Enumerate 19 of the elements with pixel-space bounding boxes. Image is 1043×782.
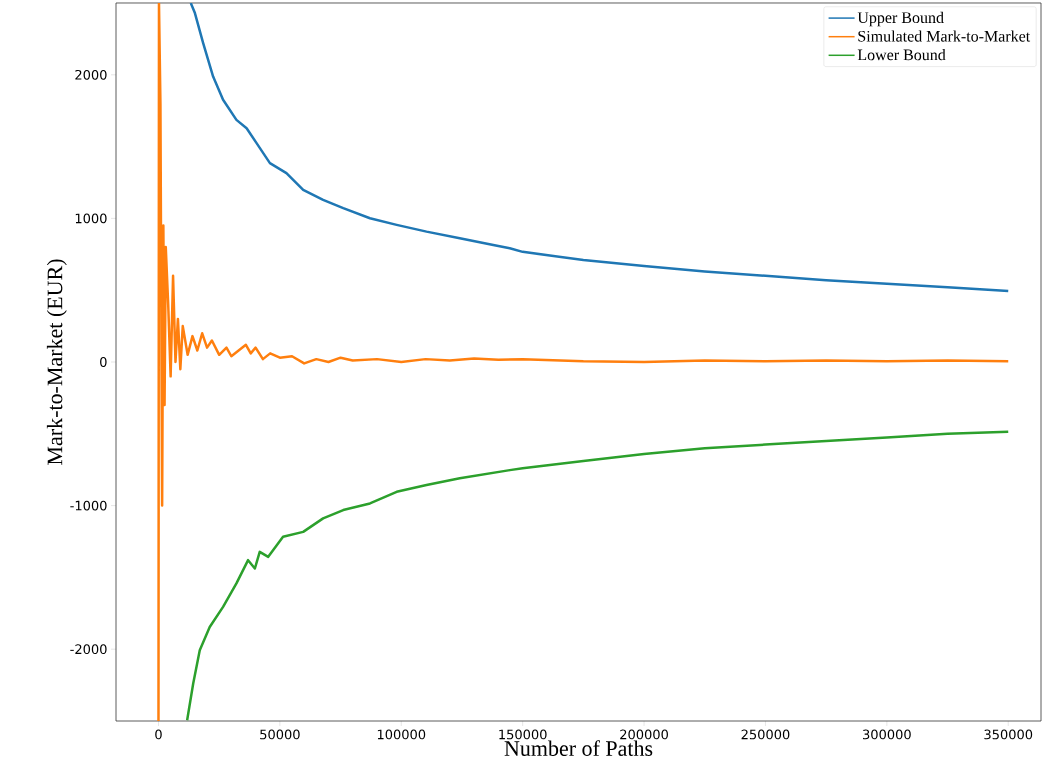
y-tick-label: 1000 <box>75 213 107 224</box>
y-tick-label: 2000 <box>75 69 107 80</box>
legend-label: Lower Bound <box>857 48 946 61</box>
x-tick-label: 250000 <box>741 729 790 740</box>
x-tick-label: 200000 <box>620 729 668 740</box>
line-series <box>185 430 1010 721</box>
y-axis-title: Mark-to-Market (EUR) <box>46 259 67 465</box>
x-tick-label: 300000 <box>863 729 911 740</box>
x-tick-label: 100000 <box>377 729 426 740</box>
x-tick-label: 150000 <box>499 729 547 740</box>
y-tick-label: -2000 <box>70 644 107 655</box>
y-tick-label: 0 <box>100 357 107 367</box>
x-axis-title: Number of Paths <box>504 740 653 756</box>
y-tick-label: -1000 <box>70 500 107 511</box>
x-tick-label: 350000 <box>984 729 1033 740</box>
legend-label: Simulated Mark-to-Market <box>858 30 1031 42</box>
x-tick-label: 50000 <box>260 729 300 740</box>
x-tick-label: 0 <box>155 729 162 740</box>
legend-label: Upper Bound <box>857 11 944 27</box>
